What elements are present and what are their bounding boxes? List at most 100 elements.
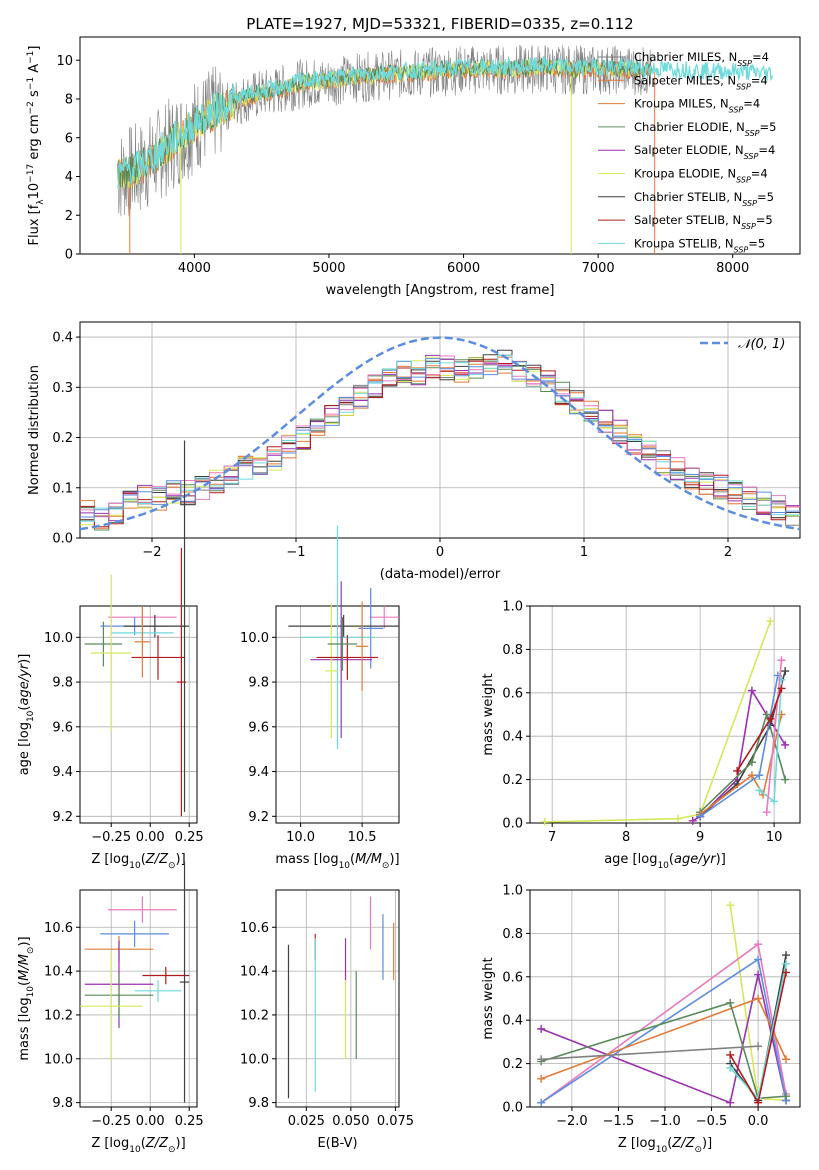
legend-entry: Chabrier MILES, NSSP=4 [634,50,769,68]
histogram-step [80,358,800,518]
massweight-point-marker [537,1024,546,1033]
age-vs-z-xlabel: Z [log10(Z/Z⊙)] [91,852,185,871]
x-tick-label: −2.0 [556,1114,588,1129]
errorbar-point [310,581,372,738]
y-tick-label: 9.8 [52,1096,73,1111]
legend-entry: Kroupa MILES, NSSP=4 [634,97,760,115]
y-tick-label: 6 [65,131,73,146]
massweight-point-marker [782,1055,791,1064]
errorbar-point [176,547,187,817]
x-tick-label: −1 [286,545,305,560]
y-tick-label: 10.6 [44,921,73,936]
spectrum-legend: Chabrier MILES, NSSP=4 Salpeter MILES, NS… [598,50,776,254]
y-tick-label: 9.4 [248,765,269,780]
errorbar-point [90,574,132,732]
errorbar-point [142,966,190,985]
x-tick-label: −0.25 [91,1114,131,1129]
massweight-point-marker [770,797,779,806]
x-tick-label: −1.0 [649,1114,681,1129]
residuals-ylabel: Normed distribution [27,365,42,495]
y-tick-label: 9.6 [52,720,73,735]
y-tick-label: 9.6 [248,720,269,735]
residuals-axes: −2 −1 0 1 2 0.0 0.1 0.2 0.3 0.4 𝒩(0, 1) (data-model… [27,321,801,582]
legend-entry: Salpeter ELODIE, NSSP=4 [634,143,775,161]
age_vs_mass-axes: 10.0 10.5 9.2 9.4 9.6 9.8 10.0 mass [log10(M/M⊙… [240,525,400,871]
massweight-point-marker [781,775,790,784]
x-tick-label: −0.5 [696,1114,728,1129]
x-tick-label: 10.5 [348,830,377,845]
massweight-point-marker [766,714,775,723]
massweight-vs-age-xlabel: age [log10(age/yr)] [604,852,726,871]
spectrum-data-line [117,44,652,217]
y-tick-label: 10.0 [240,631,269,646]
massweight_vs_Z-axes: −2.0 −1.5 −1.0 −0.5 0.0 0.0 0.2 0.4 0.6 0.8 1.0 Z [… [481,884,801,1155]
y-tick-label: 0.0 [502,1101,523,1116]
massweight-point-marker [726,1098,735,1107]
x-tick-label: 7 [548,830,556,845]
massweight-series-line [540,1001,787,1100]
massweight-point-marker [726,998,735,1007]
x-tick-label: −1.5 [603,1114,635,1129]
massweight-point-marker [754,955,763,964]
x-tick-label: 10 [766,830,783,845]
spectrum-xlabel: wavelength [Angstrom, rest frame] [326,283,555,298]
y-tick-label: 10.4 [240,965,269,980]
massweight-point-marker [754,940,763,949]
y-tick-label: 2 [65,209,73,224]
gaussian-legend-label: 𝒩(0, 1) [738,337,785,352]
mass-vs-z-xlabel: Z [log10(Z/Z⊙)] [91,1136,185,1155]
x-tick-label: 0.050 [332,1114,369,1129]
y-tick-label: 10 [56,54,73,69]
y-tick-label: 0.4 [502,730,523,745]
massweight-point-marker [781,740,790,749]
legend-entry: Salpeter STELIB, NSSP=5 [634,213,773,231]
y-tick-label: 0.3 [52,381,73,396]
massweight-point-marker [777,656,786,665]
y-tick-label: 0.2 [502,773,523,788]
mass-vs-ebv-xlabel: E(B-V) [317,1136,357,1151]
residuals-xlabel: (data-model)/error [380,567,501,582]
x-tick-label: 0.25 [175,1114,204,1129]
plot-frame [529,889,801,1108]
massweight-point-marker [537,1074,546,1083]
massweight-point-marker [688,816,697,825]
massweight-point-marker [777,684,786,693]
y-tick-label: 9.2 [248,810,269,825]
massweight-series-line [541,1045,759,1061]
massweight-point-marker [733,766,742,775]
y-tick-label: 9.8 [248,1096,269,1111]
massweight-point-marker [782,959,791,968]
y-tick-label: 0.6 [502,970,523,985]
massweight-series-line [540,958,787,1104]
errorbar-point [131,635,185,680]
errorbar-point [134,606,151,678]
y-tick-label: 0.2 [502,1057,523,1072]
y-tick-label: 0 [65,248,73,263]
spectrum-model-line [117,56,774,189]
x-tick-label: 6000 [447,261,480,276]
errorbar-point [100,920,169,947]
errorbar-point [325,603,338,738]
y-tick-label: 0.8 [502,643,523,658]
errorbar-point [355,601,369,692]
mass_vs_Z-axes: −0.25 0.00 0.25 9.8 10.0 10.2 10.4 10.6 Z [log10… [17,861,204,1155]
x-tick-label: 0.075 [377,1114,414,1129]
massweight-point-marker [754,994,763,1003]
y-tick-label: 0.0 [502,817,523,832]
plot-frame [529,605,801,824]
massweight-point-marker [747,758,756,767]
plot-frame [79,605,198,824]
x-tick-label: 0.00 [136,830,165,845]
plot-frame [79,321,801,539]
errorbar-point [300,525,375,750]
legend-entry: Chabrier ELODIE, NSSP=5 [634,120,776,138]
y-tick-label: 9.8 [52,676,73,691]
massweight-series-line [699,711,786,813]
errorbar-point [327,617,358,671]
age-vs-mass-xlabel: mass [log10(M/M⊙)] [275,852,399,871]
massweight-point-marker [537,1055,546,1064]
x-tick-label: 0.0 [748,1114,769,1129]
massweight-series-line [765,660,783,813]
massweight-point-marker [781,667,790,676]
mass_vs_ebv-axes: 0.025 0.050 0.075 9.8 10.0 10.2 10.4 10.6 [240,889,414,1129]
